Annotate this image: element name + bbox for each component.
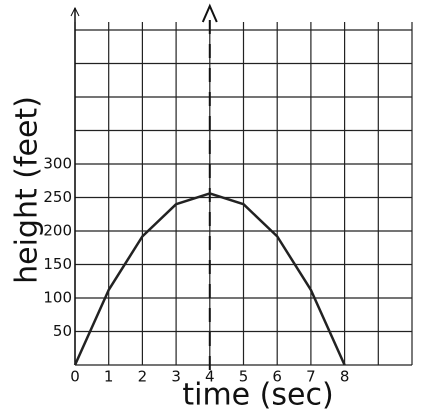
y-tick-label: 300	[43, 155, 72, 173]
x-tick-label: 4	[205, 368, 215, 386]
x-tick-label: 3	[171, 368, 181, 386]
x-tick-label: 2	[138, 368, 148, 386]
y-axis-label: height (feet)	[10, 96, 45, 284]
y-tick-label: 50	[53, 322, 72, 340]
x-tick-label: 5	[239, 368, 249, 386]
y-tick-label: 150	[43, 255, 72, 273]
y-tick-label: 100	[43, 289, 72, 307]
x-tick-label: 7	[306, 368, 316, 386]
chart: time (sec) height (feet) 012345678501001…	[0, 0, 424, 419]
x-tick-label: 0	[70, 368, 80, 386]
y-tick-label: 200	[43, 222, 72, 240]
y-tick-label: 250	[43, 188, 72, 206]
x-tick-label: 6	[272, 368, 282, 386]
axis-arrow	[203, 6, 217, 22]
x-tick-label: 1	[104, 368, 114, 386]
x-tick-label: 8	[340, 368, 350, 386]
